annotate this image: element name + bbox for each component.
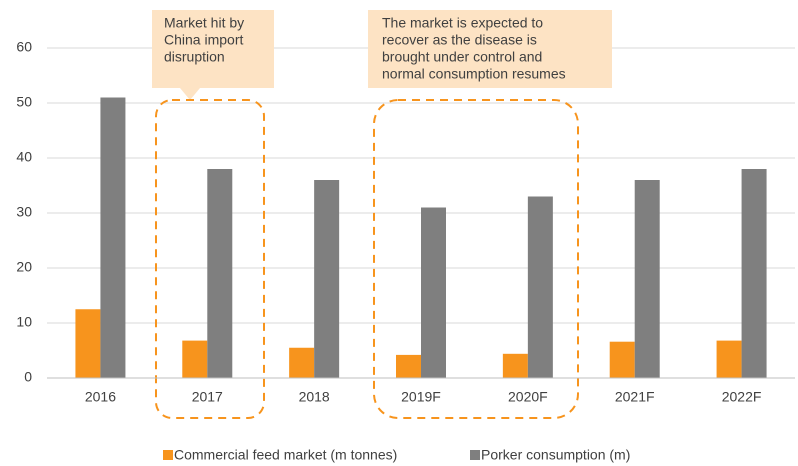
highlight-frame: [373, 99, 579, 419]
bar: [182, 340, 208, 378]
bar: [396, 354, 421, 378]
annotation: The market is expected to: [382, 15, 543, 31]
bar: [207, 169, 233, 378]
annotation: disruption: [164, 49, 225, 65]
callout-box: [368, 10, 612, 88]
bar: [314, 180, 340, 378]
annotation: brought under control and: [382, 49, 542, 65]
x-tick-label: 2016: [85, 389, 116, 405]
legend-swatch: [163, 450, 173, 460]
bar: [100, 97, 126, 378]
callout-box: [152, 10, 274, 88]
x-tick-label: 2022F: [722, 389, 762, 405]
legend-label: Commercial feed market (m tonnes): [174, 447, 397, 463]
bar: [502, 353, 528, 378]
bar: [716, 340, 742, 378]
annotation: recover as the disease is: [382, 32, 537, 48]
bar: [609, 341, 635, 378]
x-tick-label: 2020F: [508, 389, 548, 405]
y-tick-label: 40: [16, 149, 32, 165]
y-tick-label: 0: [24, 369, 32, 385]
x-tick-label: 2019F: [401, 389, 441, 405]
highlight-frame: [155, 99, 265, 419]
callout-pointer: [180, 88, 200, 100]
y-tick-label: 50: [16, 94, 32, 110]
bar: [421, 207, 446, 378]
legend-label: Porker consumption (m): [481, 447, 630, 463]
bar: [75, 309, 101, 378]
y-tick-label: 30: [16, 204, 32, 220]
x-tick-label: 2021F: [615, 389, 655, 405]
x-tick-label: 2018: [299, 389, 330, 405]
y-tick-label: 10: [16, 314, 32, 330]
bar: [741, 169, 767, 378]
y-tick-label: 20: [16, 259, 32, 275]
annotation: Market hit by: [164, 15, 244, 31]
annotation: normal consumption resumes: [382, 66, 566, 82]
y-tick-label: 60: [16, 39, 32, 55]
bar: [289, 347, 315, 378]
x-tick-label: 2017: [192, 389, 223, 405]
bar: [634, 180, 660, 378]
bar: [527, 196, 553, 378]
legend-swatch: [470, 450, 480, 460]
annotation: China import: [164, 32, 243, 48]
